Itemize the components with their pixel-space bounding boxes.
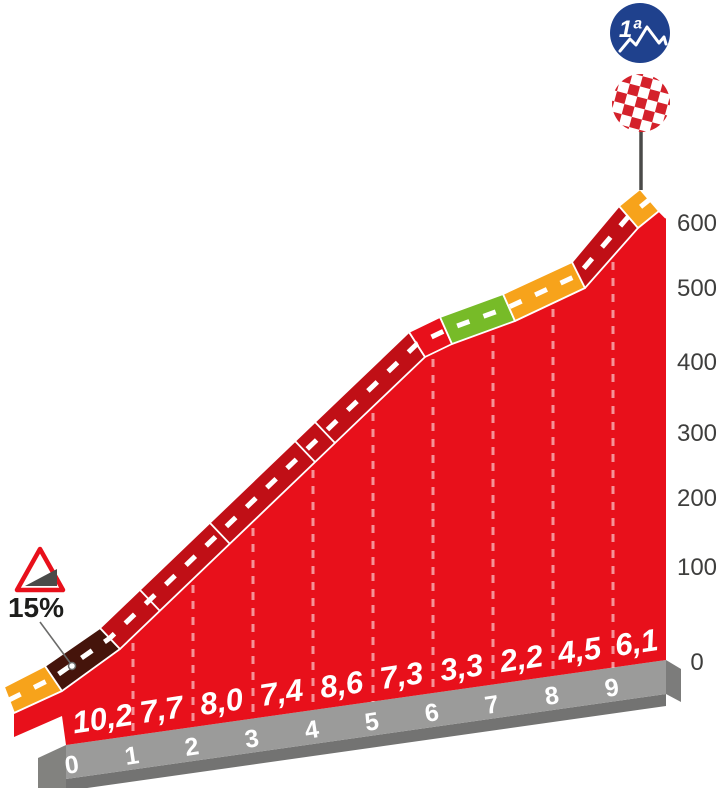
km-label: 5	[363, 707, 381, 737]
finish-checker-square	[673, 74, 677, 88]
hazard-leader-line	[39, 621, 72, 665]
finish-checker-square	[614, 91, 628, 104]
finish-checker-square	[647, 89, 661, 103]
finish-checker-square	[605, 118, 609, 132]
summit-edge-line	[658, 210, 667, 219]
elevation-label: 200	[677, 485, 717, 512]
profile-body	[14, 211, 666, 745]
gradient-label: 3,3	[438, 647, 486, 688]
elevation-label: 500	[677, 275, 717, 302]
km-label: 3	[243, 724, 261, 754]
gradient-label: 8,0	[198, 681, 246, 722]
road-separator	[294, 440, 316, 463]
elevation-label: 400	[677, 349, 717, 376]
road-separator	[209, 522, 231, 545]
gradient-label: 6,1	[613, 622, 661, 663]
finish-checker-square	[629, 116, 642, 130]
axis-slab-side-face	[38, 745, 66, 788]
km-label: 9	[603, 673, 621, 703]
gradient-label: 7,7	[138, 689, 188, 730]
km-label: 0	[63, 750, 81, 780]
road-separator	[314, 421, 336, 444]
finish-checker-square	[621, 103, 635, 117]
finish-checker-square	[654, 102, 668, 115]
km-label: 1	[123, 741, 141, 771]
km-label: 8	[543, 681, 561, 711]
gradient-label: 4,5	[555, 630, 605, 671]
km-label: 4	[303, 715, 321, 745]
road-centerline	[7, 198, 651, 703]
km-label: 2	[183, 732, 201, 762]
km-label: 7	[483, 690, 501, 720]
finish-checker-square	[627, 83, 641, 97]
max-gradient-label: 15%	[8, 592, 64, 623]
category-badge	[610, 3, 670, 63]
gradient-label: 2,2	[497, 638, 546, 679]
steep-gradient-wedge-icon	[25, 569, 57, 586]
elevation-label: 100	[677, 554, 717, 581]
km-label: 6	[423, 698, 441, 728]
elevation-label: 600	[677, 210, 717, 237]
finish-checker-square	[634, 96, 648, 110]
finish-checker-square	[640, 76, 653, 90]
finish-checker-square	[656, 135, 670, 139]
elevation-label: 300	[677, 420, 717, 447]
finish-checker-square	[641, 109, 655, 123]
finish-checker-square	[612, 67, 626, 71]
elevation-label: 0	[690, 649, 703, 676]
gradient-label: 8,6	[318, 664, 367, 705]
category-label: 1ª	[619, 16, 642, 43]
hazard-leader-dot	[67, 661, 77, 671]
axis-slab-end-face	[666, 660, 681, 702]
gradient-label: 7,3	[378, 655, 426, 696]
mountain-icon	[618, 25, 668, 53]
gradient-label: 7,4	[258, 672, 306, 713]
axis-slab-bottom-face	[66, 694, 666, 788]
axis-slab-front-face	[66, 660, 666, 779]
